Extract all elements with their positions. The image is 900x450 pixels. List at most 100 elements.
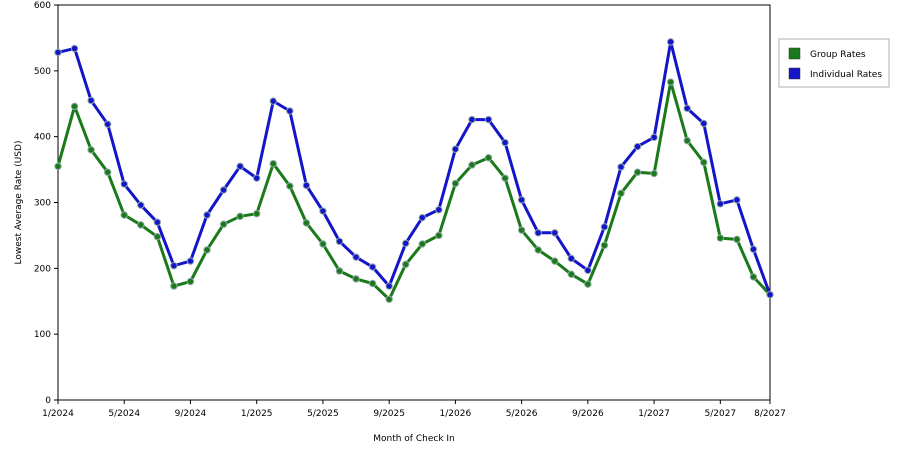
group-rates-point: [517, 226, 526, 234]
individual-rates-point: [418, 213, 426, 222]
x-tick-label: 5/2026: [506, 409, 538, 419]
individual-rates-point: [219, 186, 228, 194]
individual-rates-point: [584, 266, 592, 275]
group-rates-point: [716, 234, 725, 242]
individual-rates-point: [402, 239, 410, 248]
group-rates-point: [252, 209, 261, 218]
individual-rates-point: [534, 229, 542, 237]
individual-rates-point: [87, 96, 95, 105]
y-tick-label: 300: [34, 199, 51, 209]
y-tick-label: 600: [34, 1, 51, 11]
group-rates-point: [600, 241, 609, 249]
group-rates-point: [435, 231, 443, 240]
individual-rates-point: [749, 245, 758, 253]
group-rates-point: [352, 275, 360, 283]
individual-rates-point: [368, 263, 377, 271]
group-rates-point: [551, 257, 559, 265]
x-axis-title: Month of Check In: [373, 434, 455, 444]
x-tick-label: 5/2025: [307, 409, 339, 419]
group-rates-point: [501, 174, 509, 182]
individual-rates-point: [468, 115, 476, 124]
individual-rates-point: [666, 38, 675, 46]
group-rates-point: [170, 282, 178, 290]
individual-rates-point: [103, 120, 112, 128]
individual-rates-point: [683, 104, 691, 113]
individual-rates-point: [70, 44, 79, 53]
individual-rates-point: [451, 145, 460, 153]
group-rates-point: [302, 219, 311, 227]
individual-rates-point: [236, 162, 244, 170]
individual-rates-point: [137, 201, 145, 209]
group-rates-point: [203, 246, 211, 254]
individual-rates-point: [650, 133, 658, 142]
individual-rates-point: [600, 223, 609, 231]
group-rates-point: [153, 233, 162, 241]
y-tick-label: 500: [34, 67, 51, 77]
individual-rates-point: [286, 107, 294, 115]
group-rates-point: [120, 211, 128, 219]
group-rates-point: [534, 246, 542, 254]
group-rates-point: [219, 220, 228, 228]
x-tick-label: 9/2026: [572, 409, 604, 419]
individual-rates-point: [617, 163, 625, 171]
group-rates-point: [87, 146, 95, 154]
y-tick-label: 200: [34, 264, 51, 274]
group-rates-point: [633, 168, 642, 176]
individual-rates-point: [319, 207, 327, 215]
individual-rates-point: [153, 218, 162, 226]
individual-rates-point: [352, 253, 360, 261]
group-rates-point: [650, 169, 658, 178]
group-rates-point: [319, 240, 327, 248]
individual-rates-point: [633, 142, 642, 151]
legend-swatch-group-rates: [788, 47, 801, 60]
group-rates-point: [617, 189, 625, 197]
legend-label-group-rates: Group Rates: [810, 50, 866, 60]
group-rates-point: [236, 212, 244, 221]
group-rates-point: [666, 78, 675, 86]
individual-rates-point: [203, 211, 211, 219]
group-rates-point: [749, 273, 758, 281]
individual-rates-point: [170, 262, 178, 270]
group-rates-point: [468, 161, 476, 169]
group-rates-point: [103, 168, 112, 176]
individual-rates-point: [120, 180, 128, 188]
individual-rates-point: [269, 97, 277, 105]
individual-rates-point: [567, 254, 576, 263]
individual-rates-point: [551, 229, 559, 237]
individual-rates-point: [335, 237, 344, 246]
individual-rates-point: [435, 206, 443, 214]
individual-rates-point: [517, 196, 526, 204]
y-axis-title: Lowest Average Rate (USD): [14, 141, 24, 265]
individual-rates-point: [716, 200, 725, 208]
individual-rates-point: [252, 174, 261, 182]
group-rates-point: [584, 280, 592, 288]
individual-rates-point: [186, 257, 195, 265]
legend-swatch-individual-rates: [788, 67, 801, 80]
group-rates-point: [70, 102, 79, 111]
group-rates-point: [700, 158, 708, 167]
group-rates-point: [385, 295, 393, 303]
plot-area: [57, 4, 771, 401]
individual-rates-point: [700, 119, 708, 128]
group-rates-point: [54, 162, 62, 170]
x-tick-label: 1/2026: [440, 409, 472, 419]
group-rates-point: [683, 136, 691, 145]
individual-rates-point: [766, 290, 774, 299]
group-rates-point: [186, 277, 195, 286]
x-tick-label: 5/2027: [704, 409, 736, 419]
group-rates-point: [137, 221, 145, 229]
y-tick-label: 400: [34, 133, 51, 143]
group-rates-point: [567, 270, 576, 278]
x-tick-label: 1/2027: [638, 409, 670, 419]
individual-rates-point: [501, 138, 509, 147]
legend-label-individual-rates: Individual Rates: [810, 70, 882, 80]
x-tick-label: 1/2024: [42, 409, 74, 419]
x-tick-label: 9/2025: [373, 409, 405, 419]
group-rates-point: [733, 235, 741, 244]
x-tick-label: 8/2027: [754, 409, 786, 419]
individual-rates-point: [54, 48, 62, 57]
x-tick-label: 9/2024: [175, 409, 207, 419]
individual-rates-point: [733, 196, 741, 204]
